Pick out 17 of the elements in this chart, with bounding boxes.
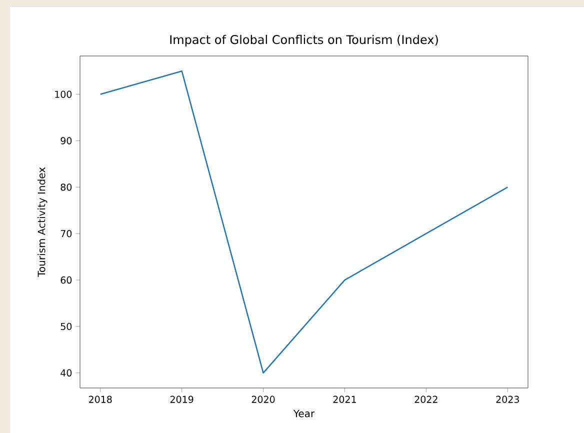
x-tick-label: 2019: [170, 396, 194, 403]
y-tick-label: 90: [60, 137, 72, 144]
x-axis-title: Year: [293, 410, 315, 418]
y-tick-label: 60: [60, 276, 72, 284]
y-tick-label: 70: [60, 230, 72, 238]
y-axis-title: Tourism Activity Index: [38, 167, 48, 278]
x-tick-label: 2021: [333, 396, 356, 403]
x-tick-label: 2023: [496, 396, 519, 403]
y-tick-label: 80: [60, 184, 72, 191]
y-tick-label: 100: [55, 90, 72, 98]
line-series: [100, 70, 508, 374]
chart-title: Impact of Global Conflicts on Tourism (Index): [170, 34, 438, 46]
y-tick-label: 40: [60, 369, 72, 376]
x-tick-label: 2022: [414, 396, 438, 403]
y-tick-label: 50: [60, 322, 72, 330]
x-tick-label: 2018: [88, 396, 112, 403]
x-tick-label: 2020: [252, 396, 275, 403]
